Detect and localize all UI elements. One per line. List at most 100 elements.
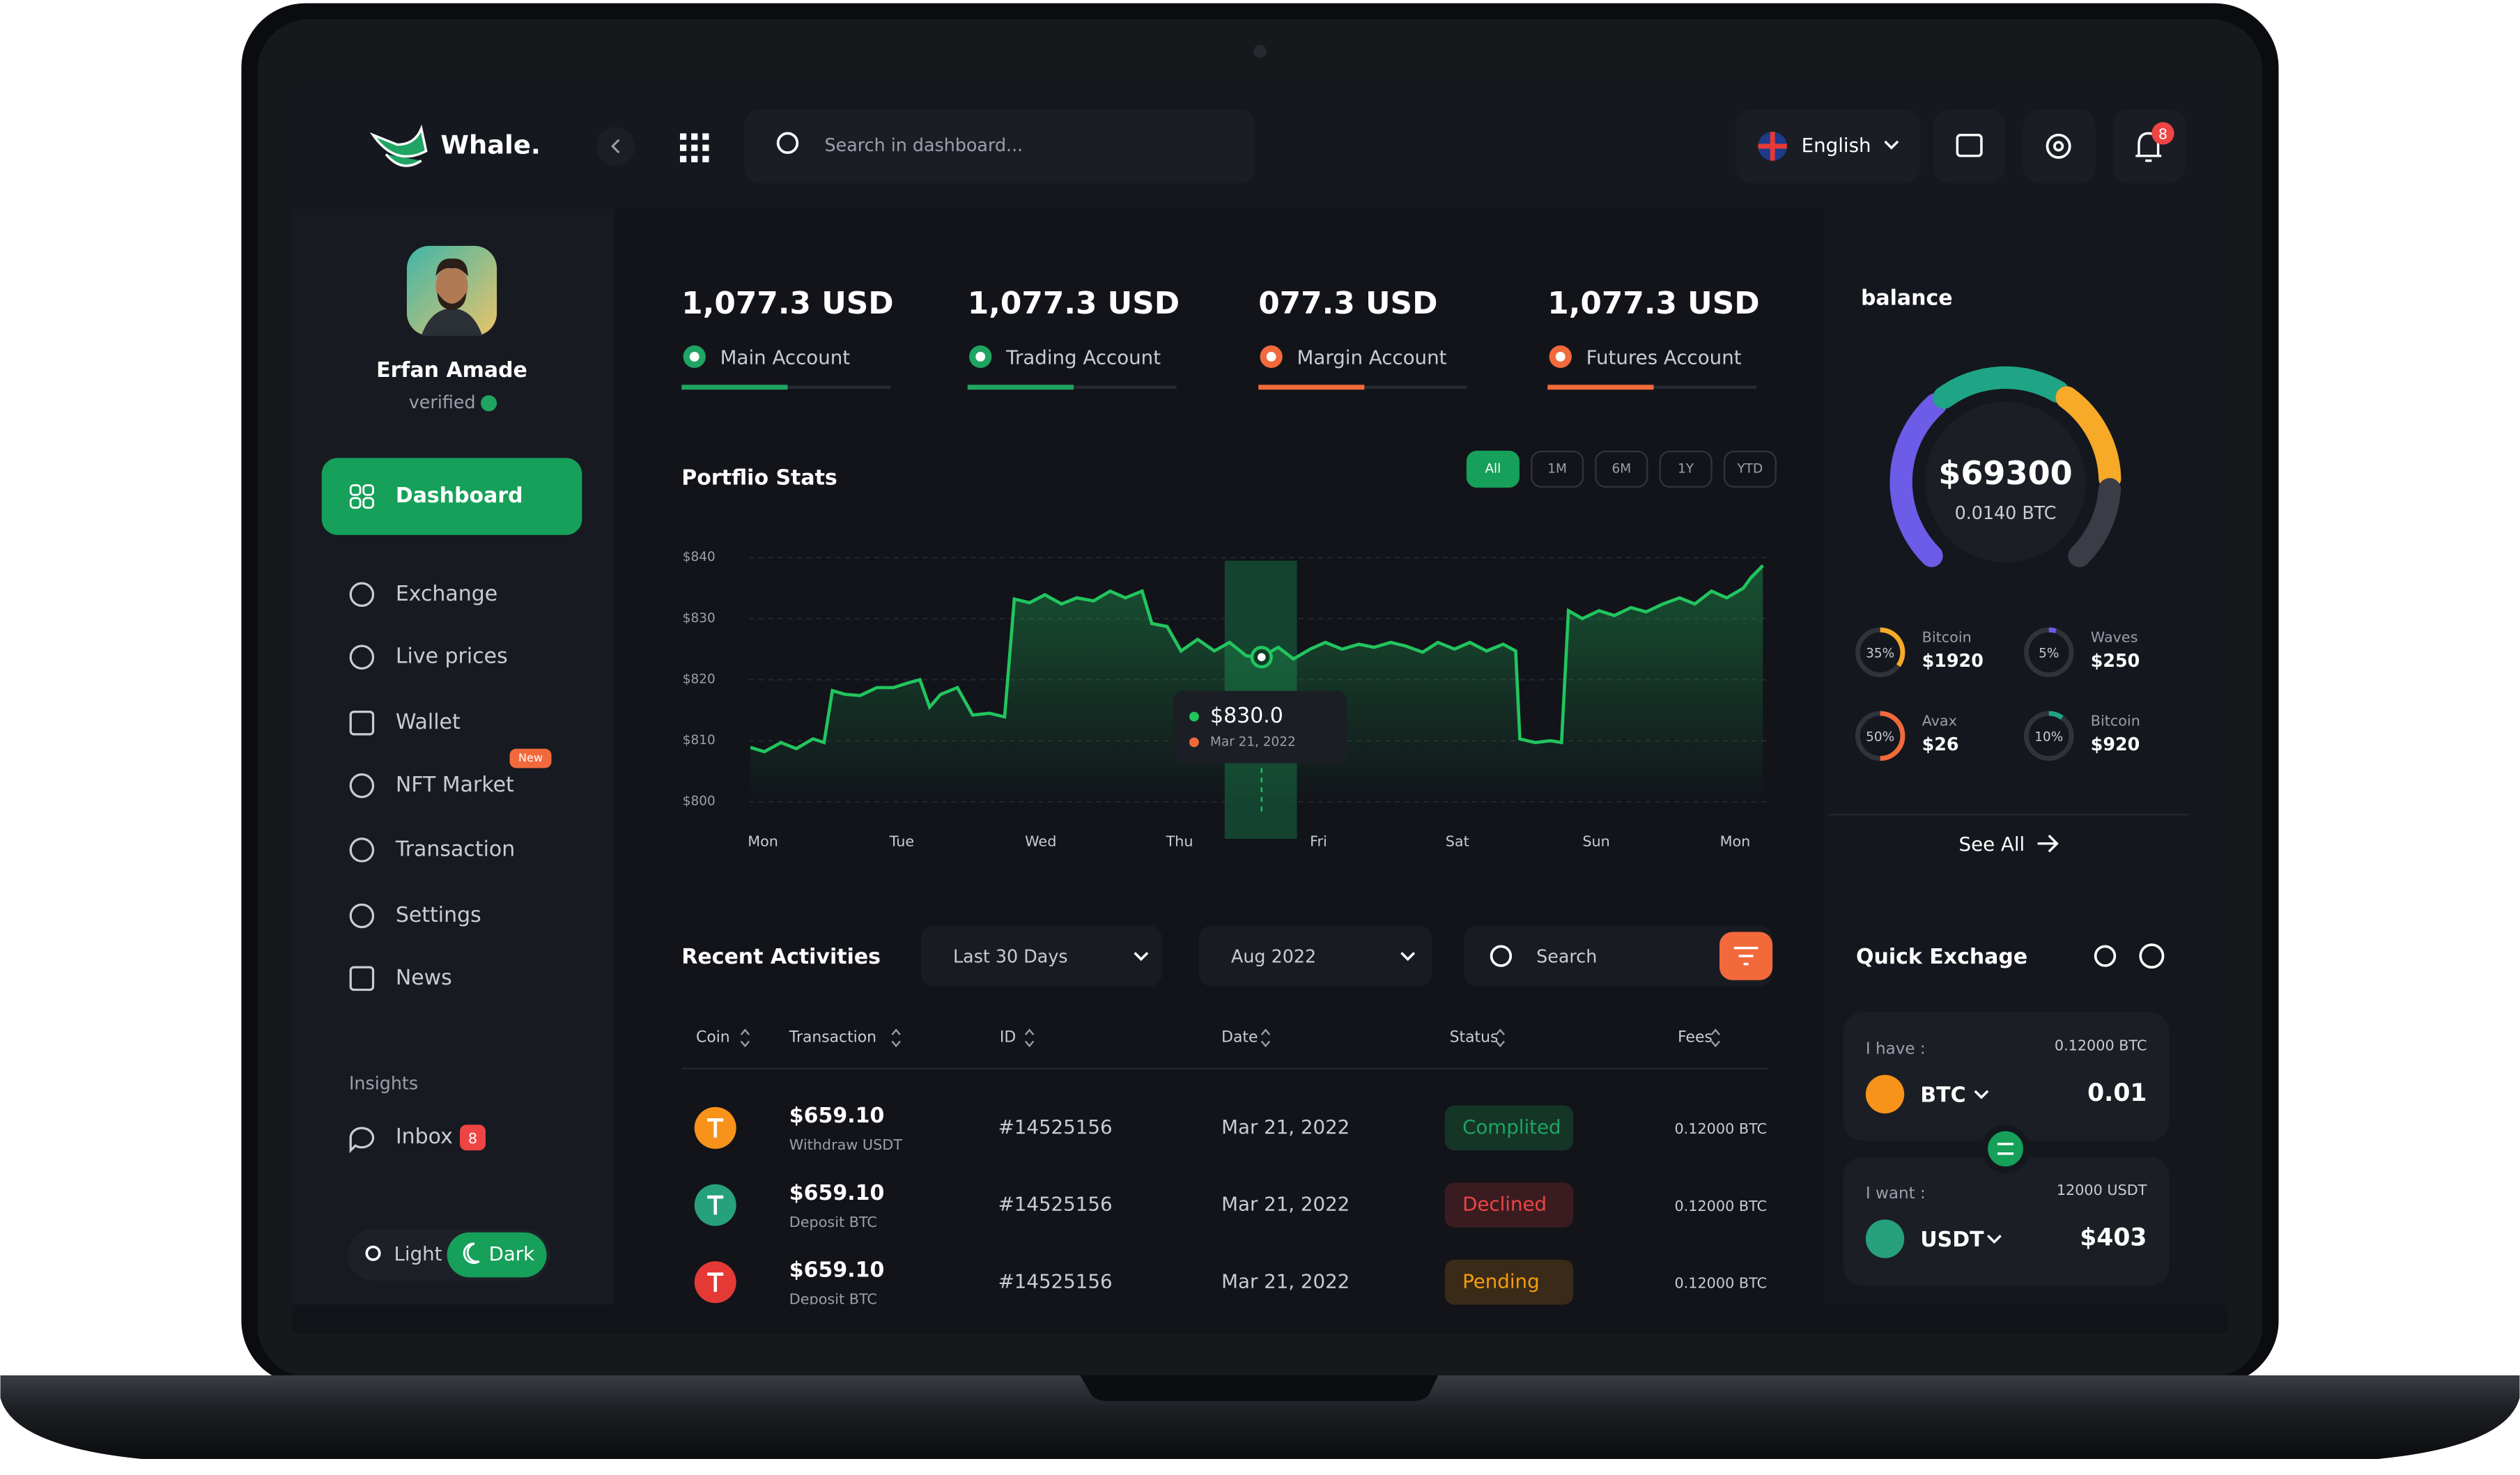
wallet-button[interactable] bbox=[1933, 109, 2006, 183]
y-tick-label: $840 bbox=[683, 550, 716, 564]
column-header[interactable]: Date bbox=[1221, 1029, 1258, 1047]
range-label[interactable]: All bbox=[1485, 461, 1501, 476]
nav-item[interactable]: Exchange bbox=[396, 582, 497, 606]
asset-name: Bitcoin bbox=[2091, 712, 2140, 729]
user-status: verified bbox=[409, 392, 476, 412]
nav-item[interactable]: News bbox=[396, 966, 452, 990]
account-dot-center bbox=[689, 352, 699, 362]
balance-title: balance bbox=[1861, 286, 1953, 310]
exchange-title: Quick Exchage bbox=[1856, 945, 2027, 969]
gauge-center bbox=[1925, 401, 2086, 563]
balance-amount: $69300 bbox=[1938, 454, 2072, 492]
exchange-coin[interactable]: BTC bbox=[1920, 1083, 1965, 1107]
coin-glyph bbox=[707, 1195, 724, 1215]
range-button[interactable] bbox=[1723, 450, 1777, 488]
history-icon bbox=[2139, 943, 2165, 969]
range-button[interactable] bbox=[1466, 450, 1520, 488]
table-search[interactable] bbox=[1464, 925, 1773, 987]
asset-value: $1920 bbox=[1922, 650, 1984, 671]
gear-icon bbox=[2046, 133, 2071, 159]
collapse-icon bbox=[611, 139, 620, 154]
theme-dark: Dark bbox=[489, 1242, 535, 1265]
nav-dashboard[interactable] bbox=[321, 458, 582, 535]
asset-ring bbox=[1880, 627, 1906, 667]
column-header[interactable]: ID bbox=[1000, 1029, 1016, 1047]
row-id: #14525156 bbox=[998, 1269, 1113, 1292]
balance-btc: 0.0140 BTC bbox=[1955, 502, 2057, 523]
x-tick-label: Tue bbox=[889, 833, 914, 849]
avatar-face bbox=[435, 265, 468, 307]
nav-label-active[interactable]: Dashboard bbox=[396, 484, 523, 508]
asset-percent: 50% bbox=[1866, 730, 1894, 745]
row-status: Declined bbox=[1462, 1193, 1547, 1216]
sort-icon bbox=[1495, 1028, 1505, 1048]
row-type: Withdraw USDT bbox=[789, 1136, 902, 1153]
nav-item[interactable]: Settings bbox=[396, 903, 481, 927]
account-name: Futures Account bbox=[1586, 346, 1742, 369]
dropdown[interactable] bbox=[1198, 925, 1432, 987]
exchange-coin[interactable]: USDT bbox=[1920, 1228, 1984, 1252]
asset-value: $250 bbox=[2091, 650, 2140, 671]
exchange-amount: 0.01 bbox=[2087, 1079, 2147, 1107]
gauge-segment bbox=[2068, 478, 2121, 567]
search-box[interactable] bbox=[744, 109, 1255, 183]
column-header[interactable]: Coin bbox=[696, 1029, 730, 1047]
range-label[interactable]: 6M bbox=[1612, 461, 1632, 476]
asset-ring bbox=[2048, 627, 2057, 633]
range-button[interactable] bbox=[1595, 450, 1648, 488]
nav-item[interactable]: NFT Market bbox=[396, 773, 514, 797]
wallet-icon bbox=[1956, 133, 1983, 157]
column-header[interactable]: Transaction bbox=[789, 1029, 876, 1047]
nav-icon bbox=[349, 644, 375, 670]
asset-ring bbox=[1880, 711, 1906, 761]
dashboard-icon bbox=[349, 484, 362, 496]
swap-button[interactable] bbox=[1981, 1125, 2030, 1173]
apps-icon-dot bbox=[691, 133, 698, 140]
exchange-amount: $403 bbox=[2080, 1224, 2147, 1252]
nav-item[interactable]: Transaction bbox=[395, 837, 515, 861]
nav-item[interactable]: Wallet bbox=[396, 710, 461, 734]
settings-button[interactable] bbox=[2023, 109, 2096, 183]
tooltip-dot bbox=[1189, 711, 1199, 722]
range-button[interactable] bbox=[1531, 450, 1584, 488]
y-tick-label: $830 bbox=[683, 611, 716, 626]
screen-content: Whale. Search in dashboard... English 8 Erfa… bbox=[293, 83, 2227, 1305]
sun-icon bbox=[365, 1245, 381, 1261]
theme-light[interactable]: Light bbox=[394, 1242, 442, 1265]
range-label[interactable]: 1M bbox=[1547, 461, 1567, 476]
apps-icon-dot bbox=[702, 133, 709, 140]
nav-icon bbox=[349, 903, 375, 929]
nav-inbox[interactable]: Inbox bbox=[396, 1125, 453, 1149]
nav-icon bbox=[349, 582, 375, 608]
dropdown[interactable] bbox=[920, 925, 1162, 987]
notifications-button[interactable] bbox=[2113, 109, 2186, 183]
row-id: #14525156 bbox=[998, 1115, 1113, 1138]
dropdown-label[interactable]: Last 30 Days bbox=[953, 945, 1068, 966]
language-selector[interactable] bbox=[1736, 109, 1921, 183]
row-type: Deposit BTC bbox=[789, 1214, 877, 1230]
nav-icon bbox=[349, 773, 375, 798]
logo bbox=[369, 124, 428, 167]
x-tick-label: Mon bbox=[1720, 833, 1751, 849]
new-badge bbox=[509, 748, 552, 769]
see-all[interactable]: See All bbox=[1959, 833, 2025, 856]
exchange-card bbox=[1843, 1157, 2170, 1285]
chevron bbox=[1974, 1090, 1989, 1099]
coin-icon bbox=[1865, 1074, 1905, 1114]
notification-badge bbox=[2151, 122, 2174, 145]
range-label[interactable]: YTD bbox=[1736, 461, 1763, 476]
apps-icon-dot bbox=[702, 144, 709, 151]
nav-item[interactable]: Live prices bbox=[396, 644, 508, 669]
account-dot-center bbox=[1266, 352, 1276, 362]
column-header[interactable]: Status bbox=[1450, 1029, 1499, 1047]
range-label[interactable]: 1Y bbox=[1678, 461, 1694, 476]
dropdown-label[interactable]: Aug 2022 bbox=[1231, 945, 1316, 966]
account-amount: 1,077.3 USD bbox=[1547, 286, 1759, 321]
collapse-button[interactable] bbox=[596, 127, 635, 166]
range-button[interactable] bbox=[1659, 450, 1713, 488]
column-header[interactable]: Fees bbox=[1678, 1029, 1713, 1047]
tooltip-dot bbox=[1189, 737, 1199, 748]
coin-icon bbox=[1865, 1219, 1905, 1258]
